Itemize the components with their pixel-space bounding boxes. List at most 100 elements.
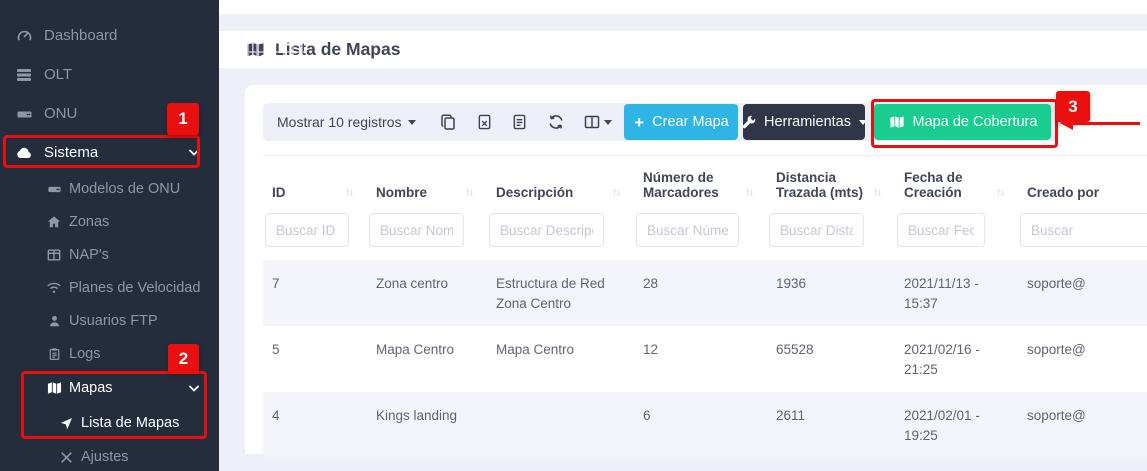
crear-mapa-label: Crear Mapa — [652, 114, 729, 130]
map-icon — [246, 41, 265, 58]
cell-creado: soporte@ — [1027, 408, 1086, 424]
cell-id: 7 — [272, 276, 280, 291]
server-icon — [14, 67, 34, 83]
user-icon — [45, 313, 63, 329]
cell-fecha: 2021/11/13 - 15:37 — [904, 276, 979, 311]
search-creado-input[interactable] — [1020, 213, 1147, 247]
column-visibility-button[interactable] — [582, 112, 614, 132]
column-header-distancia[interactable]: Distancia Trazada (mts) ↑↓ — [767, 155, 895, 209]
maps-table: ID ↑↓ Nombre ↑↓ Descripción ↑↓ Número de Ma… — [263, 155, 1147, 471]
map-icon — [45, 380, 63, 396]
sort-icon: ↑↓ — [873, 187, 882, 198]
sidebar-item-sistema[interactable]: Sistema — [0, 133, 219, 172]
sidebar-item-mapas[interactable]: Mapas — [0, 370, 219, 406]
sidebar-item-label: Logs — [69, 345, 101, 362]
sidebar-item-label: Lista de Mapas — [81, 415, 180, 431]
sort-icon: ↑↓ — [345, 187, 354, 198]
search-nombre-input[interactable] — [369, 213, 464, 247]
cell-distancia: 529 — [767, 458, 895, 471]
sidebar-item-label: Usuarios FTP — [69, 312, 158, 329]
cell-descripcion: Mapa de Red del Centro de México — [487, 458, 634, 471]
sidebar-item-label: Modelos de ONU — [69, 180, 181, 197]
page-header: Lista de Mapas — [219, 31, 1147, 68]
sidebar-item-ajustes[interactable]: Ajustes — [0, 440, 219, 471]
cell-id: 4 — [272, 408, 280, 424]
table-header-row: ID ↑↓ Nombre ↑↓ Descripción ↑↓ Número de Ma… — [263, 155, 1147, 209]
cell-distancia: 2611 — [776, 408, 806, 424]
main-content: Lista de Mapas Mostrar 10 registros — [219, 0, 1147, 471]
sidebar-item-label: Zonas — [69, 213, 110, 230]
crear-mapa-button[interactable]: + Crear Mapa — [624, 104, 739, 140]
search-descripcion-input[interactable] — [489, 213, 604, 247]
cell-creado: soporte@ — [1027, 276, 1086, 291]
sidebar-item-planes-de-velocidad[interactable]: Planes de Velocidad — [0, 271, 219, 304]
table-icon — [45, 247, 63, 263]
dashboard-icon — [14, 28, 34, 44]
chevron-down-icon — [189, 385, 199, 392]
file-export-button[interactable] — [510, 112, 529, 132]
sidebar-item-onu[interactable]: ONU — [0, 94, 219, 133]
show-entries-label: Mostrar 10 registros — [277, 114, 402, 130]
search-marcadores-input[interactable] — [636, 213, 739, 247]
column-header-marcadores[interactable]: Número de Marcadores ↑↓ — [634, 155, 767, 209]
cell-creado: soporte@ — [1018, 458, 1147, 471]
excel-export-button[interactable] — [475, 112, 494, 132]
sidebar-item-logs[interactable]: Logs — [0, 337, 219, 370]
table-row: 4 Kings landing 6 2611 2021/02/01 - 19:2… — [263, 392, 1147, 459]
cell-creado: soporte@ — [1027, 342, 1086, 358]
clipboard-icon — [45, 346, 63, 362]
export-buttons — [438, 112, 614, 132]
table-row: 5 Mapa Centro Mapa Centro 12 65528 2021/… — [263, 326, 1147, 392]
cell-distancia: 1936 — [776, 276, 807, 291]
copy-button[interactable] — [438, 112, 458, 132]
cell-id: 5 — [272, 342, 280, 358]
cell-marcadores: 6 — [643, 408, 651, 424]
table-row: 7 Zona centro Estructura de Red Zona Cen… — [263, 260, 1147, 327]
top-navbar — [219, 0, 1147, 14]
sidebar-item-lista-de-mapas[interactable]: Lista de Mapas — [0, 406, 219, 440]
sidebar-item-label: ONU — [44, 105, 78, 122]
sidebar-item-naps[interactable]: NAP's — [0, 238, 219, 271]
sidebar-item-label: Sistema — [44, 144, 99, 161]
column-header-nombre[interactable]: Nombre ↑↓ — [367, 155, 487, 209]
cell-id: 1 — [263, 458, 367, 471]
sort-icon: ↑↓ — [745, 187, 754, 198]
wifi-icon — [45, 280, 63, 296]
herramientas-button[interactable]: Herramientas — [742, 104, 867, 140]
column-header-creado-por[interactable]: Creado por — [1018, 155, 1147, 209]
cell-descripcion: Estructura de Red Zona Centro — [496, 276, 605, 311]
sidebar: Dashboard OLT ONU Sistema — [0, 0, 219, 471]
cell-nombre: Mapa Centro — [376, 342, 455, 358]
column-header-descripcion[interactable]: Descripción ↑↓ — [487, 155, 634, 209]
search-id-input[interactable] — [265, 213, 349, 247]
table-filter-row — [263, 209, 1147, 260]
cell-descripcion: Mapa Centro — [496, 342, 575, 358]
cell-nombre: Mapa Centro México — [367, 458, 487, 471]
maps-list-card: Mostrar 10 registros — [245, 85, 1147, 459]
sidebar-item-olt[interactable]: OLT — [0, 55, 219, 94]
cell-fecha: 2021/02/01 - 19:25 — [904, 408, 980, 443]
sort-icon: ↑↓ — [465, 187, 474, 198]
sidebar-item-label: OLT — [44, 66, 73, 83]
sidebar-item-modelos-de-onu[interactable]: Modelos de ONU — [0, 172, 219, 205]
column-header-fecha[interactable]: Fecha de Creación ↑↓ — [895, 155, 1018, 209]
home-icon — [45, 214, 63, 230]
hdd-icon — [14, 106, 34, 122]
cloud-icon — [14, 145, 34, 161]
search-distancia-input[interactable] — [769, 213, 864, 247]
sidebar-item-zonas[interactable]: Zonas — [0, 205, 219, 238]
cell-marcadores: 10 — [634, 458, 767, 471]
cell-marcadores: 12 — [643, 342, 659, 358]
refresh-button[interactable] — [546, 112, 566, 132]
column-header-id[interactable]: ID ↑↓ — [263, 155, 367, 209]
show-entries-dropdown[interactable]: Mostrar 10 registros — [277, 114, 417, 130]
search-fecha-input[interactable] — [897, 213, 985, 247]
mapa-de-cobertura-button[interactable]: Mapa de Cobertura — [874, 104, 1052, 140]
mapa-de-cobertura-label: Mapa de Cobertura — [912, 114, 1038, 130]
chevron-down-icon — [408, 119, 417, 125]
sidebar-item-label: Ajustes — [81, 449, 129, 465]
sidebar-item-label: NAP's — [69, 246, 109, 263]
cell-distancia: 65528 — [776, 342, 814, 358]
sidebar-item-usuarios-ftp[interactable]: Usuarios FTP — [0, 304, 219, 337]
sidebar-item-dashboard[interactable]: Dashboard — [0, 16, 219, 55]
